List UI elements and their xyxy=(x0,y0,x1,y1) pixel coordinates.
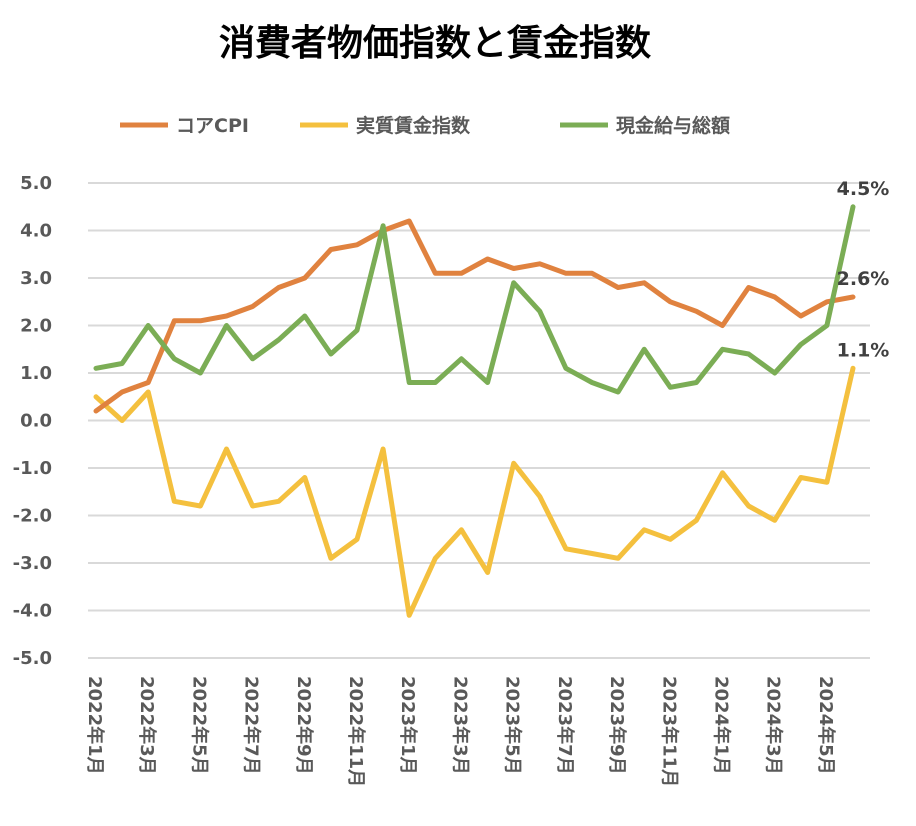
end-data-label: 2.6% xyxy=(837,268,890,290)
x-tick-label: 2023年5月 xyxy=(502,676,524,775)
end-data-label: 4.5% xyxy=(837,178,890,200)
legend: コアCPI 実質賃金指数 現金給与総額 xyxy=(120,114,730,137)
y-tick-label: 4.0 xyxy=(20,221,52,242)
series-lines xyxy=(93,204,856,618)
end-data-label: 1.1% xyxy=(837,339,890,361)
chart-title: 消費者物価指数と賃金指数 xyxy=(219,22,651,64)
series-line xyxy=(93,365,856,618)
y-tick-label: 2.0 xyxy=(20,316,52,337)
x-tick-label: 2024年3月 xyxy=(763,676,785,775)
series-line xyxy=(93,218,856,414)
x-tick-label: 2024年5月 xyxy=(815,676,837,775)
y-tick-label: 5.0 xyxy=(20,173,52,194)
y-tick-label: -3.0 xyxy=(13,553,52,574)
y-tick-label: 0.0 xyxy=(20,411,52,432)
x-tick-label: 2023年3月 xyxy=(449,676,471,775)
legend-label: 現金給与総額 xyxy=(616,114,730,137)
y-tick-label: -5.0 xyxy=(13,648,52,669)
y-tick-label: -2.0 xyxy=(13,506,52,527)
x-tick-label: 2022年3月 xyxy=(136,676,158,775)
x-tick-label: 2024年1月 xyxy=(710,676,732,775)
data-labels: 2.6% 1.1% 4.5% xyxy=(837,178,890,362)
legend-label: 実質賃金指数 xyxy=(356,114,471,137)
y-tick-label: -1.0 xyxy=(13,458,52,479)
x-axis-ticks: 2022年1月 2022年3月 2022年5月 2022年7月 2022年9月 2022年… xyxy=(84,676,837,787)
y-tick-label: 3.0 xyxy=(20,268,52,289)
y-tick-label: 1.0 xyxy=(20,363,52,384)
x-tick-label: 2023年9月 xyxy=(606,676,628,775)
x-tick-label: 2022年9月 xyxy=(293,676,315,775)
x-tick-label: 2022年5月 xyxy=(188,676,210,775)
x-tick-label: 2022年1月 xyxy=(84,676,106,775)
x-tick-label: 2022年7月 xyxy=(241,676,263,775)
x-tick-label: 2023年1月 xyxy=(397,676,419,775)
y-axis-ticks: 5.0 4.0 3.0 2.0 1.0 0.0 -1.0 -2.0 -3.0 -4.0 -5.0 xyxy=(13,173,52,669)
legend-label: コアCPI xyxy=(176,115,249,137)
gridlines xyxy=(88,182,870,659)
series-line xyxy=(93,204,856,395)
x-tick-label: 2023年11月 xyxy=(658,676,680,787)
x-tick-label: 2022年11月 xyxy=(345,676,367,787)
y-tick-label: -4.0 xyxy=(13,601,52,622)
x-tick-label: 2023年7月 xyxy=(554,676,576,775)
